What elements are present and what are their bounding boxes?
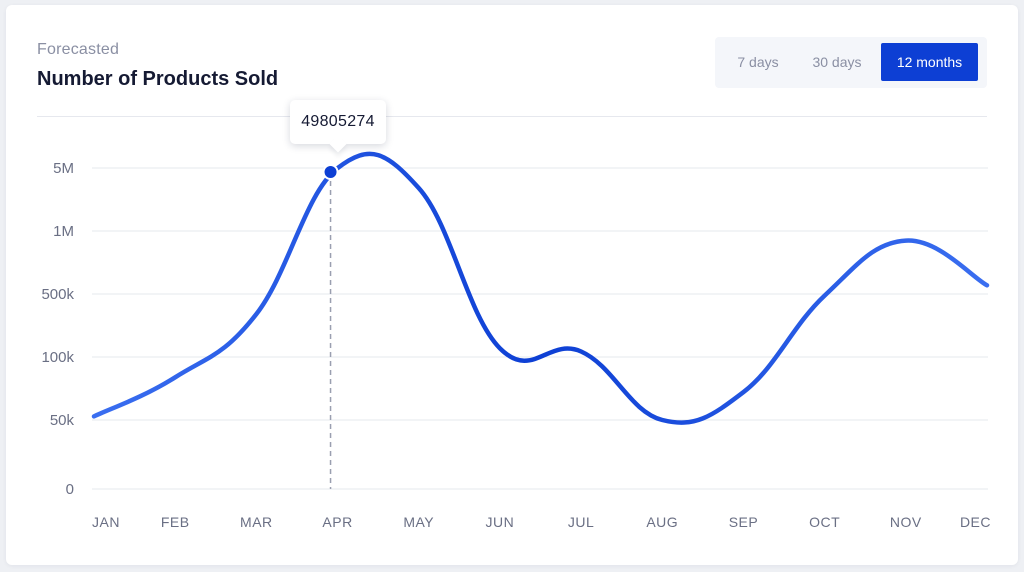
x-tick-label: MAY xyxy=(403,514,434,530)
value-tooltip: 49805274 xyxy=(290,100,386,144)
x-tick-label: APR xyxy=(322,514,352,530)
time-range-selector: 7 days 30 days 12 months xyxy=(715,37,987,88)
x-tick-label: DEC xyxy=(960,514,991,530)
y-tick-label: 5M xyxy=(53,160,74,177)
range-12-months-button[interactable]: 12 months xyxy=(881,43,978,81)
x-tick-label: MAR xyxy=(240,514,273,530)
x-tick-label: JAN xyxy=(92,514,120,530)
range-30-days-button[interactable]: 30 days xyxy=(812,54,862,70)
header-divider xyxy=(37,116,987,117)
chart-title: Number of Products Sold xyxy=(37,68,279,90)
range-7-days-button[interactable]: 7 days xyxy=(737,54,779,70)
series-line xyxy=(91,151,990,425)
y-tick-label: 50k xyxy=(50,412,75,429)
chart-subtitle: Forecasted xyxy=(37,41,120,58)
x-tick-label: JUN xyxy=(486,514,515,530)
y-tick-label: 100k xyxy=(41,349,74,366)
chart-card: Forecasted Number of Products Sold 7 day… xyxy=(6,5,1018,565)
x-tick-label: OCT xyxy=(809,514,840,530)
highlight-point[interactable] xyxy=(322,164,339,180)
y-tick-label: 1M xyxy=(53,223,74,240)
y-tick-label: 500k xyxy=(41,286,74,303)
x-tick-label: JUL xyxy=(568,514,594,530)
y-tick-label: 0 xyxy=(66,481,74,498)
x-tick-label: AUG xyxy=(646,514,678,530)
x-tick-label: NOV xyxy=(890,514,922,530)
x-tick-label: SEP xyxy=(729,514,759,530)
x-tick-label: FEB xyxy=(161,514,190,530)
